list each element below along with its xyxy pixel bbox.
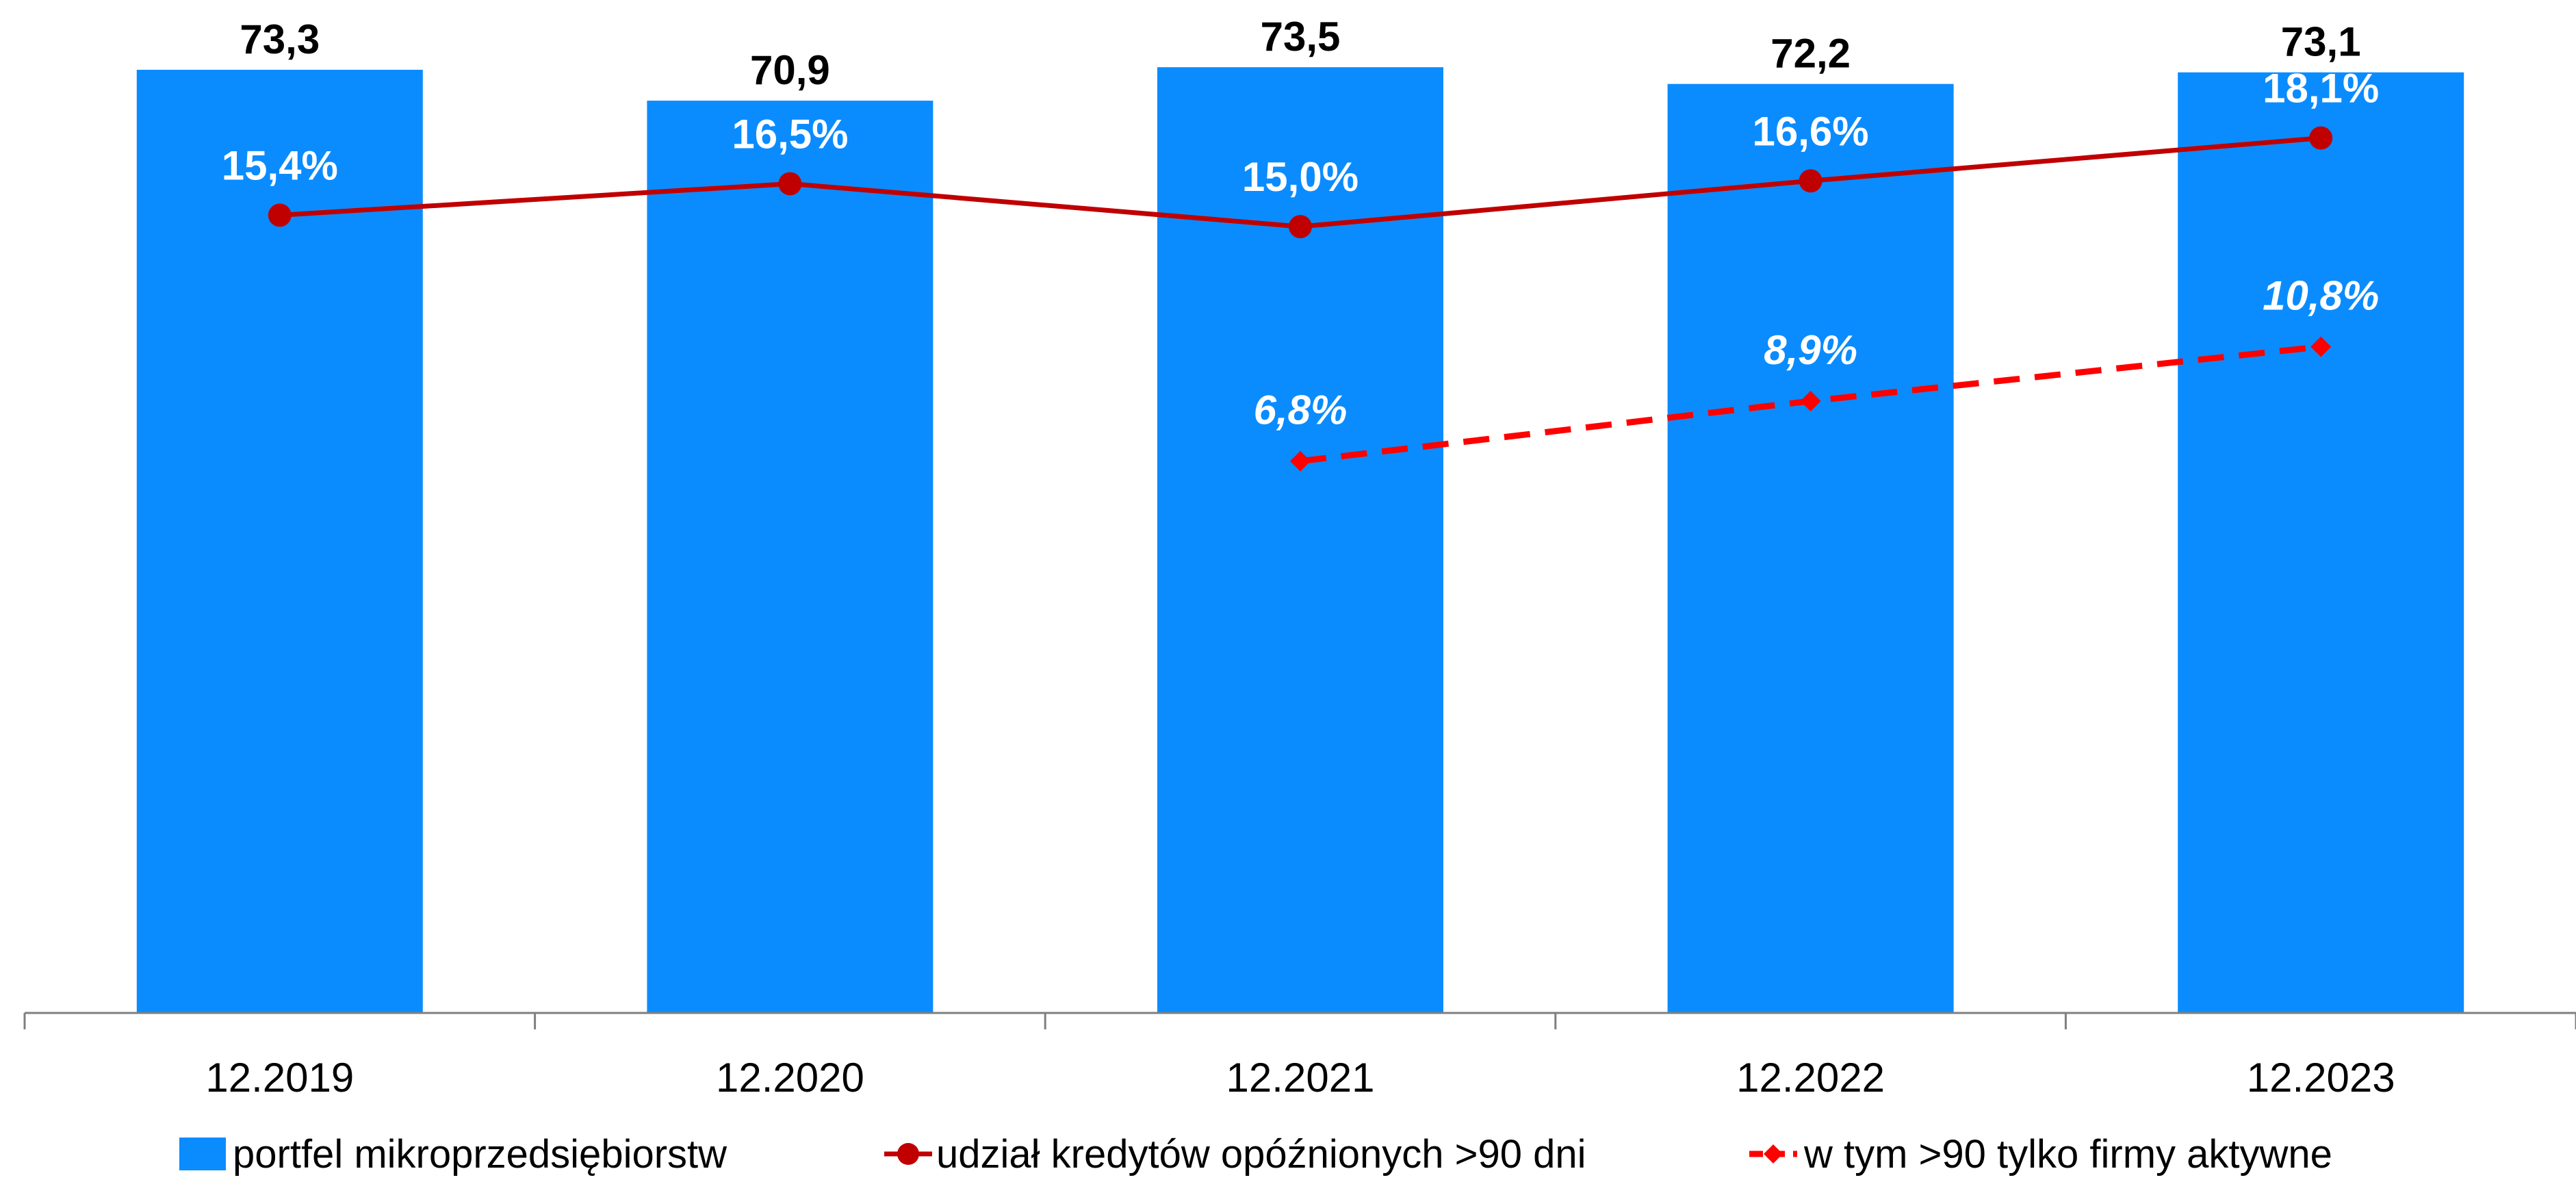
series-point-udzial [1799,169,1822,193]
bars-layer [136,67,2464,1014]
line-value-label: 16,6% [1753,108,1869,154]
line-value-label: 16,5% [732,111,848,157]
bar-12.2019 [136,69,423,1014]
x-tick-label: 12.2022 [1736,1055,1885,1101]
line-value-label: 10,8% [2263,273,2379,319]
line-value-label: 18,1% [2263,66,2379,112]
bar-value-label: 72,2 [1770,31,1851,77]
series-point-udzial [2309,126,2333,150]
bar-value-label: 73,3 [240,16,320,62]
x-tick-label: 12.2021 [1226,1055,1375,1101]
series-point-aktywne [1290,450,1311,472]
line-value-label: 8,9% [1764,327,1857,373]
legend-marker-line [897,1143,919,1165]
series-point-udzial [778,172,802,196]
x-tick-label: 12.2020 [716,1055,864,1101]
labels-layer: 73,3 70,9 73,5 72,2 73,1 15,4% 16,5% 15,0% 16,6%… [222,14,2380,433]
bar-12.2020 [647,101,933,1014]
legend-label: w tym >90 tylko firmy aktywne [1803,1132,2332,1177]
series-point-udzial [268,203,292,227]
bar-value-label: 73,1 [2281,19,2361,65]
line-value-label: 15,0% [1242,154,1358,200]
bar-12.2023 [2178,72,2464,1014]
bar-12.2021 [1157,67,1443,1014]
legend-label: portfel mikroprzedsiębiorstw [233,1132,727,1177]
bar-12.2022 [1667,83,1954,1013]
line-value-label: 15,4% [222,142,338,188]
bar-value-label: 70,9 [750,47,830,93]
series-point-aktywne [2310,336,2332,357]
x-tick-label: 12.2019 [205,1055,354,1101]
line-value-label: 6,8% [1254,387,1348,433]
lines-layer [268,126,2333,472]
legend-label: udział kredytów opóźnionych >90 dni [936,1132,1586,1177]
legend-marker-dashed [1764,1144,1783,1164]
bar-value-label: 73,5 [1261,14,1341,60]
x-tick-label: 12.2023 [2247,1055,2395,1101]
legend-swatch-bar [179,1138,226,1170]
x-axis: 12.2019 12.2020 12.2021 12.2022 12.2023 [23,1012,2576,1101]
legend: portfel mikroprzedsiębiorstw udział kredy… [179,1132,2332,1177]
series-point-aktywne [1800,390,1821,411]
series-point-udzial [1289,215,1312,239]
